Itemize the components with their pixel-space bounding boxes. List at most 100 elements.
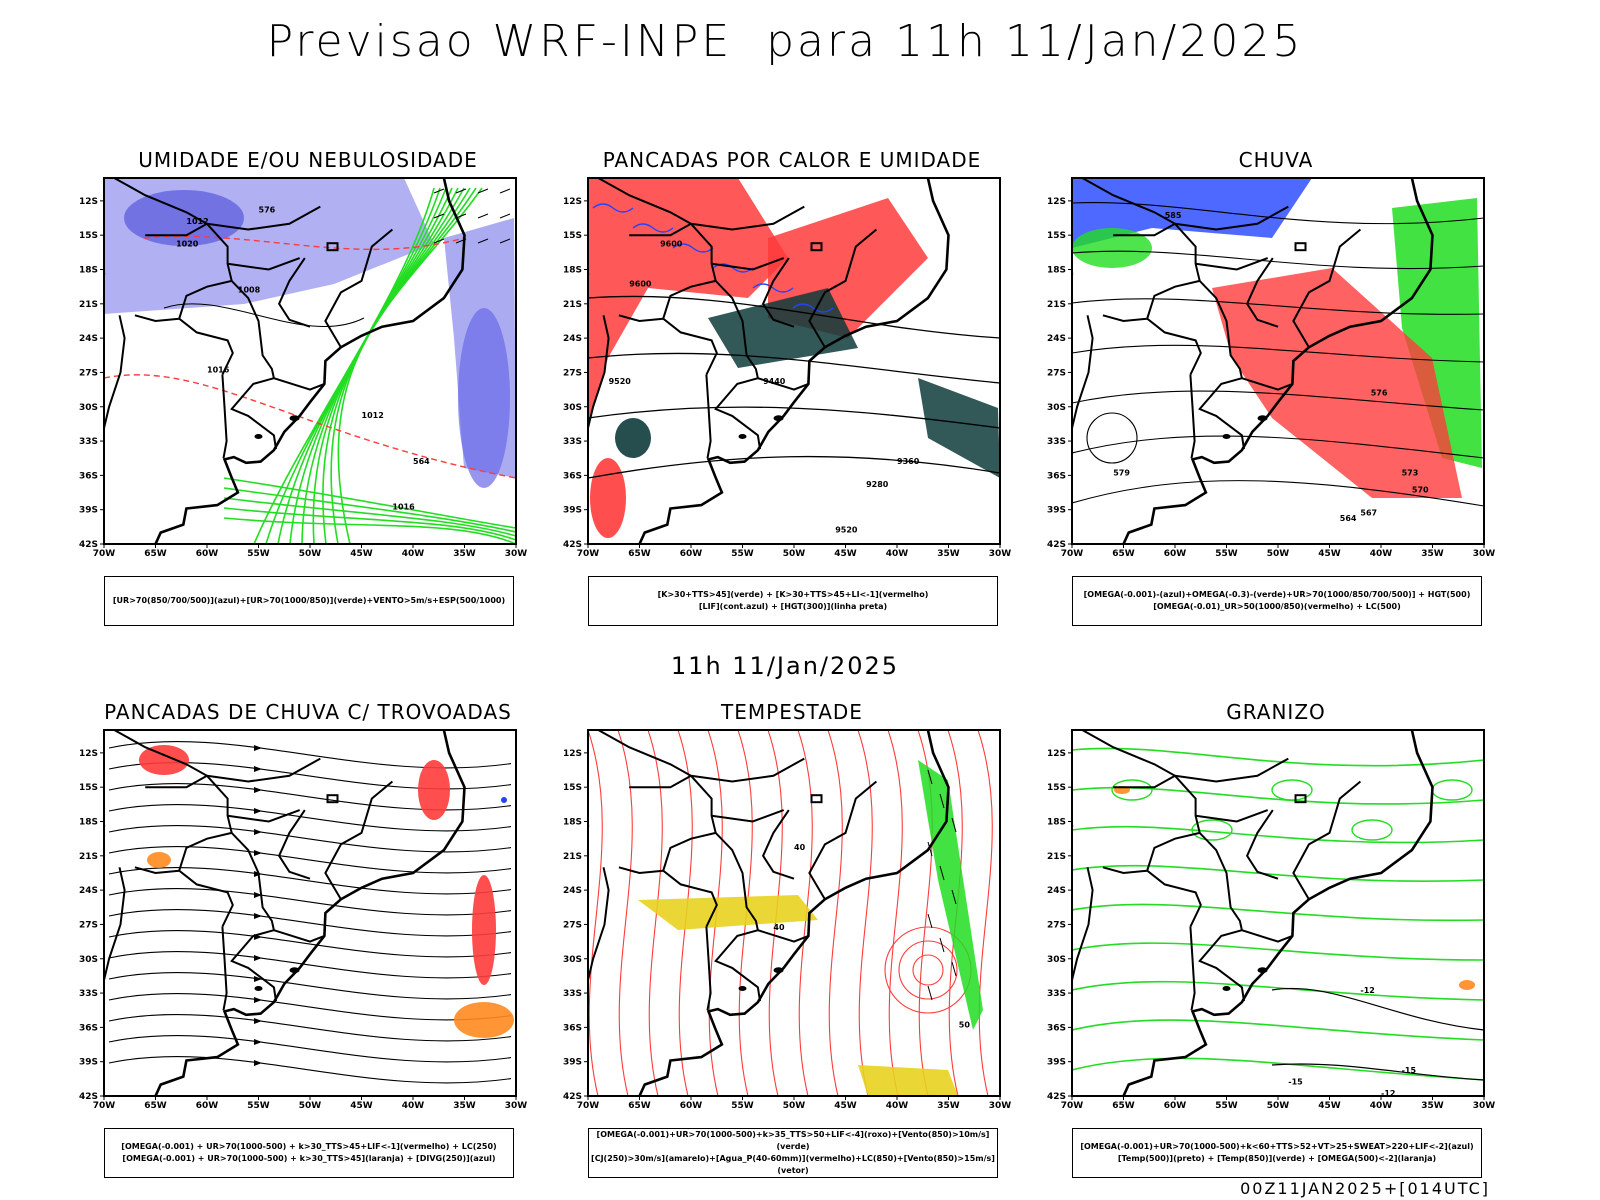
contour-label: 576 — [1371, 388, 1388, 397]
main-title: Previsao WRF-INPE para 11h 11/Jan/2025 — [266, 16, 1304, 67]
border-line — [711, 809, 785, 823]
border-line — [1189, 926, 1196, 1011]
contour-label: 9520 — [609, 377, 632, 386]
lon-label: 55W — [247, 549, 270, 559]
mid-time-label: 11h 11/Jan/2025 — [670, 652, 900, 680]
lat-label: 36S — [563, 471, 582, 481]
streamline-arrow — [254, 829, 262, 835]
border-line — [1198, 929, 1245, 1002]
temp500-contour — [1271, 987, 1484, 1031]
border-line — [757, 377, 809, 391]
contour-label: 585 — [1165, 211, 1182, 220]
lat-label: 39S — [79, 506, 98, 516]
lon-label: 50W — [783, 549, 806, 559]
green-humidity-contour — [223, 487, 516, 533]
contour-label: 564 — [1340, 514, 1357, 523]
lat-label: 30S — [79, 403, 98, 413]
streamline-arrow — [254, 1060, 262, 1066]
lon-label: 30W — [1473, 1101, 1496, 1111]
contour-label: 1016 — [207, 365, 230, 374]
streamline-arrow — [254, 955, 262, 961]
legend-line: [K>30+TTS>45](verde) + [K>30+TTS>45+LI<-… — [657, 590, 929, 599]
contour-label: 40 — [773, 923, 785, 932]
green-humidity-contour — [223, 517, 516, 544]
lon-label: 55W — [1215, 1101, 1238, 1111]
border-line — [178, 279, 234, 376]
border-line — [1146, 831, 1202, 928]
jet-area-yellow — [858, 1065, 958, 1096]
omega-area-green — [1392, 198, 1482, 468]
lat-label: 42S — [79, 540, 98, 550]
border-line — [277, 257, 311, 328]
border-line — [714, 929, 761, 1002]
convection-area-orange — [147, 852, 171, 868]
border-line — [113, 178, 275, 379]
border-line — [597, 178, 759, 379]
border-line — [1241, 377, 1293, 391]
streamline — [108, 888, 512, 916]
streamline — [108, 804, 512, 832]
lat-label: 15S — [79, 783, 98, 793]
streamline-arrow — [254, 976, 262, 982]
lon-label: 60W — [1164, 1101, 1187, 1111]
wind850-area-green — [918, 760, 983, 1030]
lat-label: 12S — [563, 749, 582, 759]
lon-label: 60W — [680, 549, 703, 559]
contour-label: 567 — [1360, 508, 1377, 517]
border-line — [808, 780, 878, 900]
hgt500-contour — [1072, 202, 1484, 225]
streamline — [108, 1014, 512, 1042]
wind-vector — [499, 238, 511, 244]
lat-label: 27S — [1047, 368, 1066, 378]
lon-label: 55W — [1215, 549, 1238, 559]
lon-label: 70W — [1061, 1101, 1084, 1111]
legend-tempestade: [OMEGA(-0.001)+UR>70(1000-500)+k>35_TTS>… — [588, 1128, 998, 1178]
lat-label: 15S — [1047, 783, 1066, 793]
temp850-ring — [1191, 819, 1233, 841]
legend-line: [CJ(250)>30m/s](amarelo)+[Agua_P(40-60mm… — [591, 1154, 995, 1175]
temp850-contour — [1072, 1019, 1484, 1041]
lat-label: 12S — [79, 197, 98, 207]
lake-mark — [773, 967, 784, 974]
border-line — [705, 374, 712, 459]
contour-label: 1016 — [392, 503, 415, 512]
contour-label: -15 — [1288, 1078, 1303, 1087]
streamline — [108, 1035, 512, 1063]
lon-label: 55W — [731, 549, 754, 559]
border-line — [134, 314, 180, 323]
border-line — [1189, 374, 1196, 459]
lat-label: 15S — [1047, 231, 1066, 241]
panel-granizo: GRANIZO -12 -15 -12 -15 12S 15S 18S 21S 24S 27S 30… — [1036, 700, 1516, 1178]
lat-label: 15S — [563, 231, 582, 241]
wind-vector — [951, 817, 957, 833]
border-line — [1113, 222, 1176, 237]
lat-label: 39S — [563, 506, 582, 516]
hgt300-contour — [588, 352, 1000, 384]
temp850-contour — [1072, 864, 1484, 883]
lon-label: 45W — [1318, 549, 1341, 559]
map-content — [104, 730, 516, 1096]
lon-label: 35W — [453, 549, 476, 559]
streamline-arrow — [254, 997, 262, 1003]
lat-label: 27S — [79, 920, 98, 930]
contour-label: -12 — [1381, 1089, 1395, 1098]
green-humidity-contour — [223, 507, 516, 541]
wind-vector — [477, 238, 489, 244]
panel-umidade: UMIDADE E/OU NEBULOSIDADE 1012 1016 1008 10… — [68, 148, 548, 626]
temp850-contour — [1072, 1057, 1484, 1081]
lon-label: 30W — [1473, 549, 1496, 559]
border-line — [1102, 314, 1148, 323]
streamline-arrow — [254, 787, 262, 793]
border-line — [134, 866, 180, 875]
lat-label: 39S — [1047, 506, 1066, 516]
legend-line: [Temp(500)](preto) + [Temp(850)](verde) … — [1117, 1154, 1437, 1163]
border-line — [705, 926, 712, 1011]
federal-district-mark — [1294, 242, 1307, 252]
wind-vector — [951, 961, 957, 977]
temp850-contour — [1072, 903, 1484, 922]
streamline — [108, 846, 512, 874]
border-line — [1292, 228, 1362, 348]
lon-label: 30W — [505, 1101, 528, 1111]
